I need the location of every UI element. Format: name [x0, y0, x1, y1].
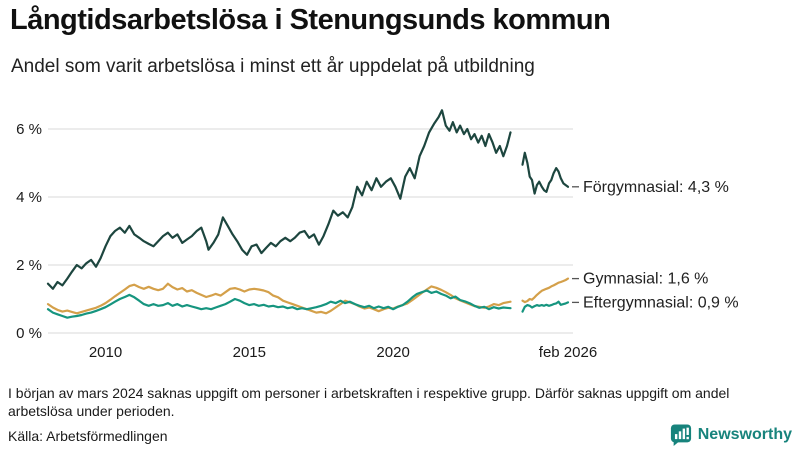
source-attribution: Källa: Arbetsförmedlingen — [8, 428, 168, 444]
newsworthy-brand-link[interactable]: Newsworthy — [670, 424, 792, 446]
x-axis-tick-label: feb 2026 — [539, 344, 597, 361]
series-end-label-eftergymnasial: Eftergymnasial: 0,9 % — [583, 294, 739, 311]
series-line-eftergymnasial — [46, 289, 512, 319]
chart-footnote: I början av mars 2024 saknas uppgift om … — [8, 385, 730, 419]
series-line-gymnasial — [46, 282, 512, 315]
newsworthy-brand-label: Newsworthy — [697, 426, 792, 443]
series-line-eftergymnasial — [521, 300, 570, 313]
series-line-förgymnasial — [46, 109, 512, 290]
unemployment-line-chart: 0 % 2 % 4 % 6 % 2010 2015 2020 feb 2026 Förgymna… — [16, 109, 739, 361]
x-axis-tick-label: 2015 — [233, 344, 266, 361]
y-axis-tick-label: 2 % — [16, 257, 42, 274]
series-end-label-förgymnasial: Förgymnasial: 4,3 % — [583, 179, 729, 196]
y-axis-tick-label: 6 % — [16, 121, 42, 138]
chart-subtitle: Andel som varit arbetslösa i minst ett å… — [11, 56, 535, 77]
series-line-gymnasial — [521, 277, 570, 304]
series-line-förgymnasial — [521, 151, 570, 195]
page-title: Långtidsarbetslösa i Stenungsunds kommun — [10, 4, 611, 36]
series-end-label-gymnasial: Gymnasial: 1,6 % — [583, 271, 708, 288]
x-axis-tick-label: 2010 — [89, 344, 122, 361]
y-axis-tick-label: 4 % — [16, 189, 42, 206]
y-axis-tick-label: 0 % — [16, 325, 42, 342]
newsworthy-logo-icon — [670, 424, 691, 446]
x-axis-tick-label: 2020 — [376, 344, 409, 361]
